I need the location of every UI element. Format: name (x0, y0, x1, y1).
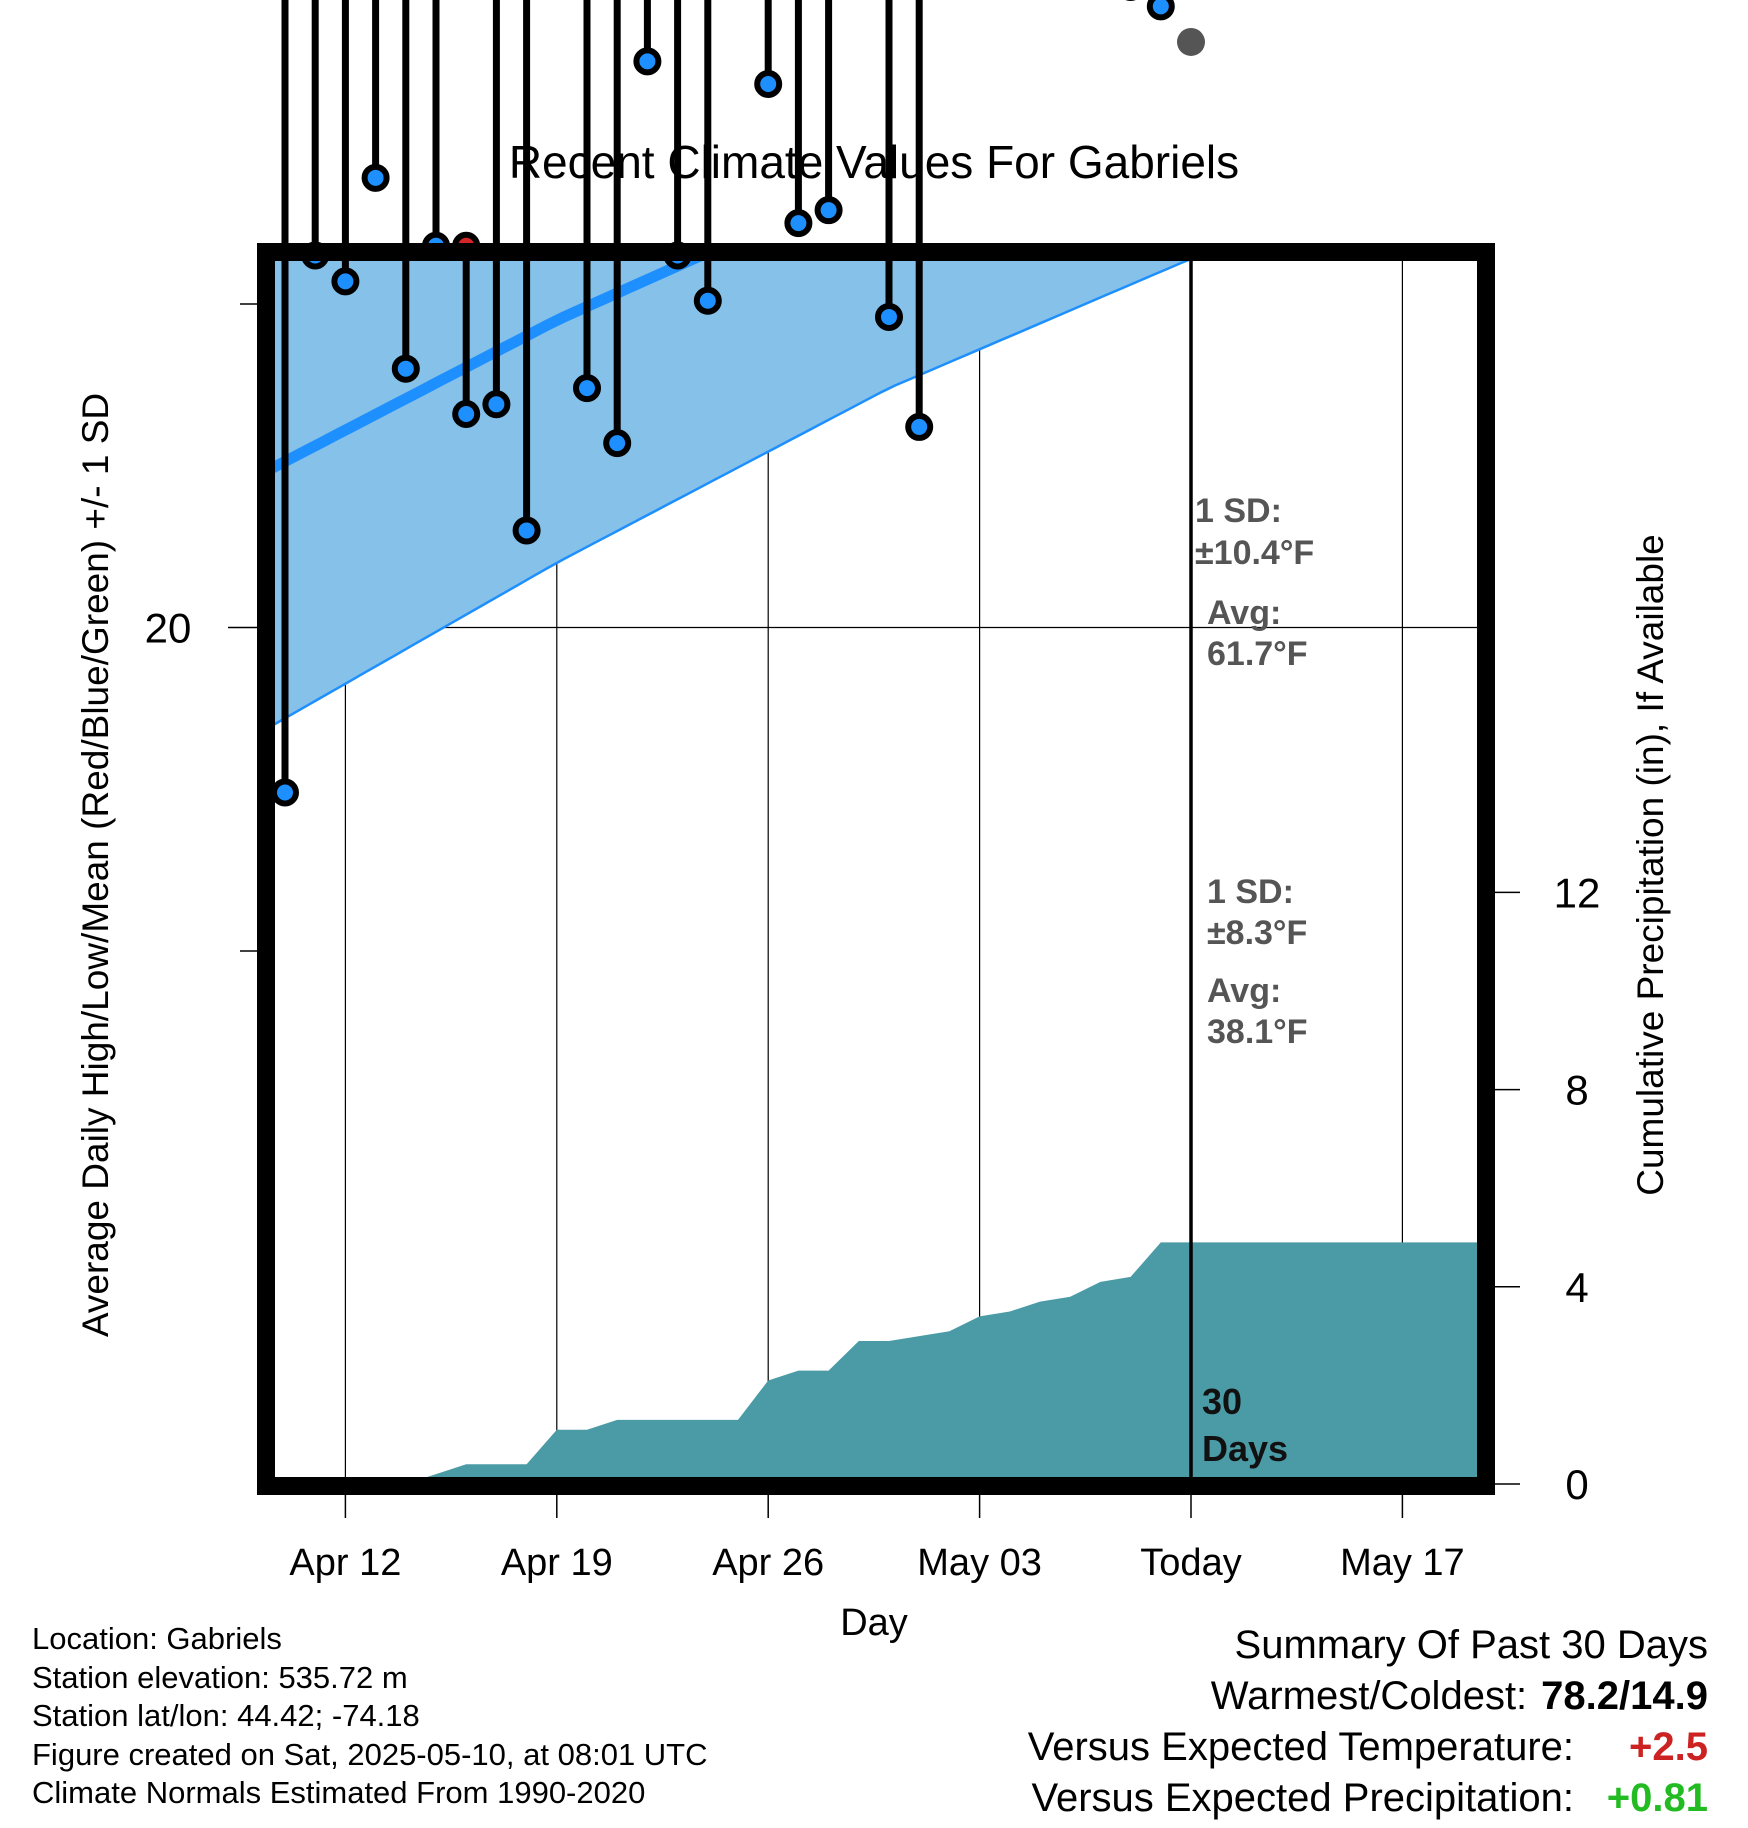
plot-frame (257, 243, 1495, 1495)
daily-low-point (875, 302, 903, 331)
elevation-text: Station elevation: 535.72 m (32, 1659, 408, 1695)
latlon-text: Station lat/lon: 44.42; -74.18 (32, 1698, 420, 1733)
y2-axis-label: Cumulative Precipitation (in), If Availa… (1630, 534, 1671, 1196)
y2-tick-label: 4 (1565, 1264, 1588, 1311)
x-axis-label: Day (840, 1602, 908, 1644)
warmest-value: 78.2/14.9 (1541, 1674, 1708, 1718)
warmest-label: Warmest/Coldest: (1210, 1674, 1528, 1718)
low-avg-line (270, 254, 718, 476)
summary-panel: Summary Of Past 30 Days Warmest/Coldest:… (1028, 1620, 1708, 1824)
y-tick-label: 20 (145, 605, 192, 652)
daily-low-point (482, 390, 511, 419)
x-tick-label: Apr 12 (289, 1542, 401, 1584)
low-sd-value: ±8.3°F (1207, 914, 1307, 952)
temp-value: +2.5 (1629, 1725, 1708, 1769)
precip-area (270, 1242, 1478, 1484)
x-tick-label: Apr 19 (501, 1542, 613, 1584)
daily-low-point (754, 70, 783, 99)
daily-low-point (573, 374, 601, 403)
precip-label: Versus Expected Precipitation: (1031, 1776, 1574, 1820)
daily-low-point (512, 516, 541, 545)
summary-heading: Summary Of Past 30 Days (1234, 1623, 1708, 1667)
chart-title: Recent Climate Values For Gabriels (509, 136, 1239, 188)
daily-low-point (603, 429, 632, 458)
daily-low-point (361, 163, 390, 192)
daily-low-point (633, 47, 662, 76)
low-avg-label: Avg: (1207, 972, 1281, 1010)
daily-low-point (331, 267, 360, 296)
temp-label: Versus Expected Temperature: (1027, 1725, 1574, 1769)
y2-tick-label: 0 (1565, 1461, 1588, 1508)
precip-value: +0.81 (1606, 1776, 1708, 1820)
today-low-avg-marker (1177, 27, 1205, 56)
high-avg-label: Avg: (1207, 594, 1281, 632)
mean-line (246, 0, 1478, 146)
daily-low-point (784, 209, 813, 238)
normals-text: Climate Normals Estimated From 1990-2020 (32, 1775, 646, 1810)
daily-low-point (271, 778, 299, 807)
location-text: Location: Gabriels (32, 1621, 282, 1656)
daily-low-point (1146, 0, 1175, 21)
x-tick-label: May 17 (1340, 1542, 1465, 1584)
high-sd-value: ±10.4°F (1195, 534, 1314, 572)
x-tick-label: Apr 26 (712, 1542, 824, 1584)
y-axis-label: Average Daily High/Low/Mean (Red/Blue/Gr… (75, 393, 116, 1337)
daily-low-point (693, 286, 722, 315)
created-text: Figure created on Sat, 2025-05-10, at 08… (32, 1736, 708, 1772)
high-sd-band (246, 0, 1478, 139)
summary-warmest-row: Warmest/Coldest: 78.2/14.9 (1028, 1671, 1708, 1722)
y-tick-label: 40 (145, 0, 192, 5)
days-word-label: Days (1202, 1428, 1288, 1469)
low-sd-label: 1 SD: (1207, 873, 1294, 911)
low-sd-band (270, 254, 1210, 729)
x-tick-label: Today (1140, 1542, 1241, 1584)
y2-tick-label: 8 (1565, 1067, 1588, 1114)
high-avg-value: 61.7°F (1207, 635, 1308, 673)
summary-precip-row: Versus Expected Precipitation: +0.81 (1028, 1773, 1708, 1824)
summary-temp-row: Versus Expected Temperature: +2.5 (1028, 1722, 1708, 1773)
daily-low-point (391, 354, 420, 383)
daily-low-point (814, 196, 843, 225)
days-number-label: 30 (1202, 1381, 1242, 1422)
station-info: Location: Gabriels Station elevation: 53… (32, 1620, 708, 1813)
high-sd-label: 1 SD: (1195, 492, 1282, 530)
plot-content (246, 0, 1480, 1484)
y2-tick-label: 12 (1554, 869, 1601, 916)
low-avg-value: 38.1°F (1207, 1013, 1308, 1051)
daily-low-point (452, 399, 481, 428)
x-tick-label: May 03 (917, 1542, 1042, 1584)
daily-low-point (905, 412, 934, 441)
